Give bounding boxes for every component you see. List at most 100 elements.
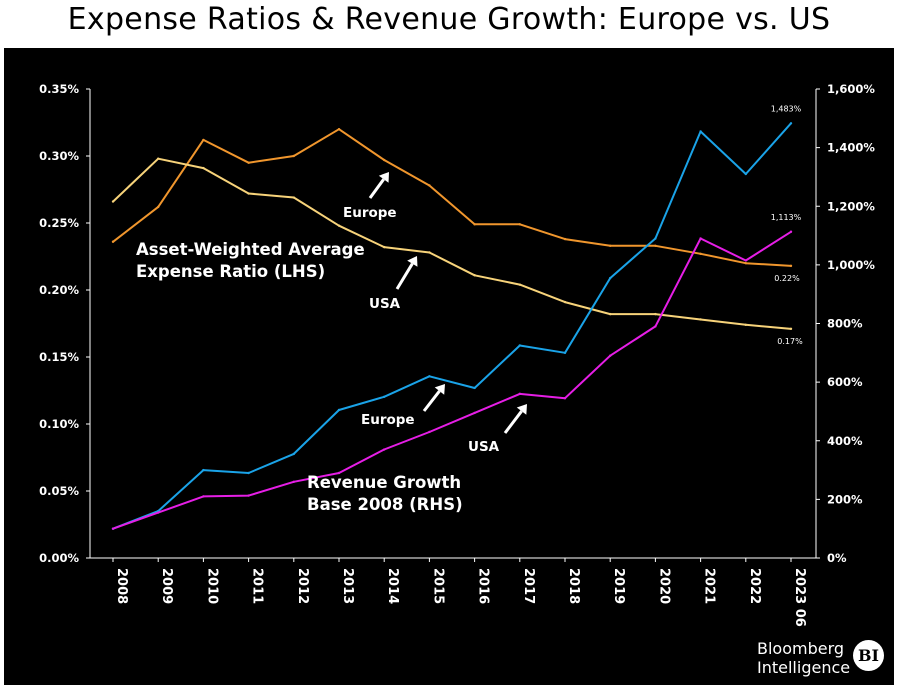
expense-europe-point	[789, 264, 793, 268]
left-tick-label: 0.35%	[39, 82, 79, 96]
source-line1: Bloomberg	[757, 639, 845, 658]
x-tick-label: 2023 06	[792, 568, 807, 627]
right-tick-label: 800%	[827, 317, 863, 331]
expense-europe-point	[247, 161, 250, 164]
expense-usa-point	[473, 274, 476, 277]
left-tick-label: 0.10%	[39, 417, 79, 431]
left-tick-label: 0.15%	[39, 350, 79, 364]
revenue-usa-point	[247, 494, 250, 497]
revenue-axis-label-line2: Base 2008 (RHS)	[307, 495, 463, 514]
x-tick-label: 2011	[250, 568, 265, 604]
expense-usa-point	[111, 200, 115, 203]
end-label-expense-europe: 0.22%	[774, 274, 800, 283]
bi-logo-icon: BI	[853, 640, 884, 671]
expense-usa-point	[609, 312, 612, 316]
left-tick-label: 0.05%	[39, 484, 79, 498]
left-tick-label: 0.20%	[39, 283, 79, 297]
expense-europe-point	[157, 205, 160, 209]
x-tick-label: 2015	[430, 568, 445, 604]
revenue-usa-point	[518, 392, 521, 396]
revenue-usa-point	[699, 237, 702, 240]
revenue-europe-point	[744, 172, 747, 176]
revenue-usa-point	[789, 230, 793, 233]
expense-usa-point	[744, 323, 747, 327]
revenue-usa-point	[337, 471, 341, 475]
revenue-usa-point	[654, 325, 657, 328]
revenue-europe-point	[654, 237, 657, 240]
expense-usa-point	[654, 312, 657, 316]
revenue-europe-line	[112, 122, 792, 530]
expense-usa-line	[112, 157, 792, 330]
x-tick-label: 2019	[611, 568, 626, 604]
revenue-axis-label-line1: Revenue Growth	[307, 473, 461, 492]
end-label-revenue-europe: 1,483%	[771, 104, 802, 113]
expense-europe-point	[563, 237, 567, 241]
revenue-usa-line	[112, 230, 792, 530]
expense-usa-point	[292, 196, 295, 199]
revenue-europe-arrow	[422, 384, 445, 412]
x-tick-label: 2010	[204, 568, 219, 604]
right-tick-label: 200%	[827, 492, 863, 506]
x-tick-label: 2021	[702, 568, 717, 604]
expense-usa-point	[337, 224, 341, 227]
revenue-usa-point	[157, 511, 160, 514]
x-tick-label: 2022	[747, 568, 762, 604]
left-tick-label: 0.30%	[39, 149, 79, 163]
right-tick-label: 600%	[827, 375, 863, 389]
expense-usa-point	[247, 192, 250, 195]
revenue-usa-point	[473, 411, 476, 415]
expense-europe-point	[473, 223, 476, 226]
source-label: Bloomberg Intelligence	[757, 639, 850, 677]
expense-europe-point	[699, 252, 702, 256]
expense-europe-arrow	[368, 172, 389, 199]
expense-usa-point	[383, 245, 386, 249]
revenue-europe-point	[699, 130, 702, 133]
right-tick-label: 1,200%	[827, 199, 875, 213]
expense-europe-label: Europe	[343, 205, 397, 221]
x-tick-label: 2016	[476, 568, 491, 604]
expense-usa-label: USA	[369, 296, 401, 312]
expense-europe-point	[609, 244, 612, 247]
right-tick-label: 0%	[827, 551, 847, 565]
chart-panel	[4, 48, 894, 685]
expense-usa-point	[789, 327, 793, 331]
revenue-europe-point	[428, 375, 431, 378]
expense-usa-point	[202, 166, 205, 170]
revenue-europe-point	[202, 468, 205, 472]
expense-europe-point	[744, 262, 747, 265]
expense-europe-point	[654, 244, 657, 247]
expense-europe-point	[428, 184, 431, 187]
right-tick-label: 1,400%	[827, 141, 875, 155]
expense-axis-label-line2: Expense Ratio (LHS)	[136, 262, 325, 281]
revenue-europe-point	[789, 122, 793, 125]
revenue-europe-point	[247, 471, 250, 475]
right-tick-label: 1,600%	[827, 82, 875, 96]
expense-europe-point	[202, 138, 205, 142]
x-tick-label: 2013	[340, 568, 355, 604]
source-line2: Intelligence	[757, 658, 851, 677]
revenue-europe-label: Europe	[361, 412, 415, 428]
expense-usa-point	[563, 300, 567, 304]
revenue-europe-point	[337, 408, 341, 412]
expense-europe-line	[112, 128, 792, 267]
expense-usa-point	[157, 157, 160, 160]
expense-europe-point	[518, 223, 521, 226]
revenue-europe-point	[518, 344, 521, 347]
x-tick-label: 2020	[656, 568, 671, 604]
revenue-usa-point	[744, 259, 747, 262]
revenue-europe-point	[383, 395, 386, 398]
expense-axis-label-line1: Asset-Weighted Average	[136, 240, 365, 259]
chart-title: Expense Ratios & Revenue Growth: Europe …	[67, 2, 831, 37]
expense-europe-point	[383, 158, 386, 162]
expense-usa-point	[699, 318, 702, 321]
x-tick-label: 2014	[385, 568, 400, 604]
revenue-usa-point	[111, 527, 115, 530]
end-label-revenue-usa: 1,113%	[771, 213, 802, 222]
expense-europe-point	[292, 154, 295, 158]
expense-europe-point	[111, 240, 115, 243]
revenue-usa-label: USA	[468, 439, 500, 455]
revenue-europe-point	[609, 276, 612, 280]
revenue-usa-point	[563, 397, 567, 400]
x-tick-label: 2008	[114, 568, 129, 604]
left-tick-label: 0.00%	[39, 551, 79, 565]
